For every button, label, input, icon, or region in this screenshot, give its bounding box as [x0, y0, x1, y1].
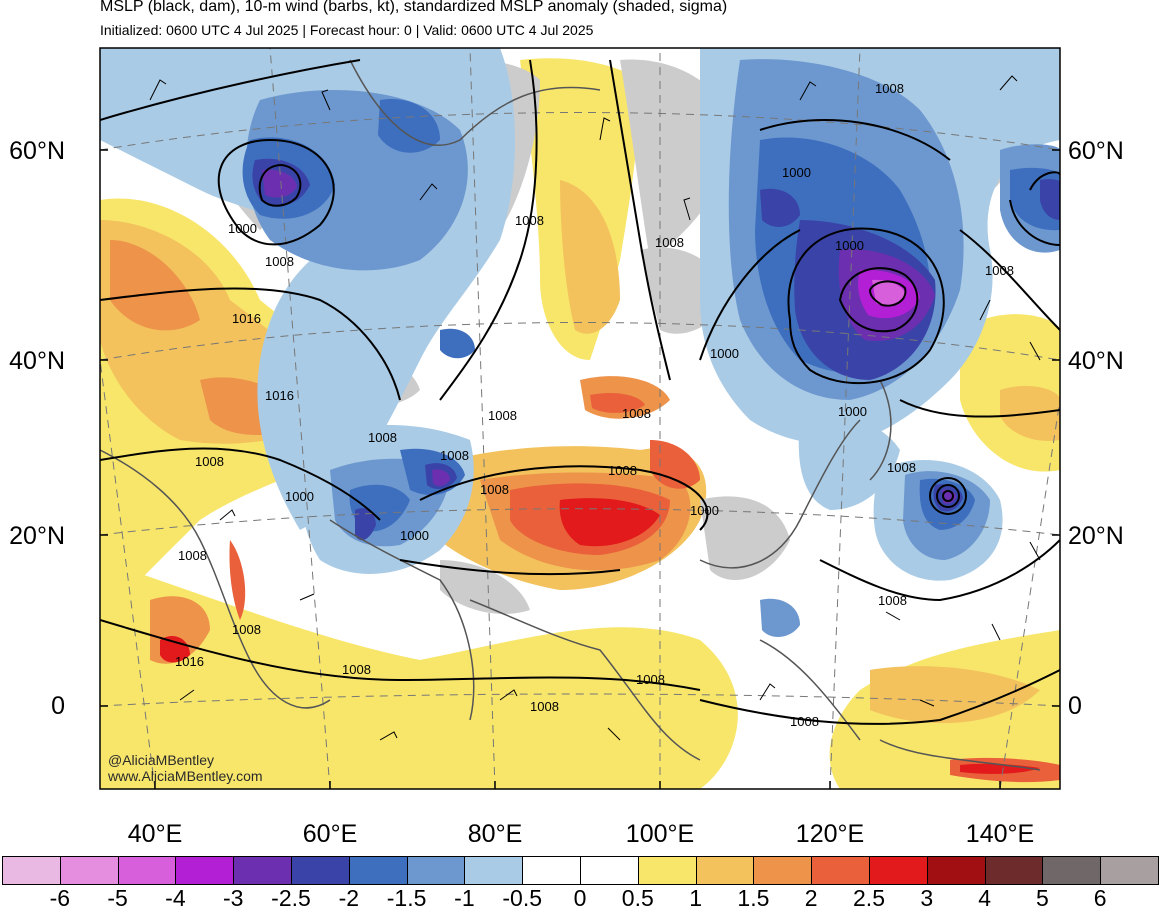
isobar-label: 1008 — [232, 622, 261, 637]
colorbar-label: -4 — [165, 885, 186, 911]
colorbar-swatch — [580, 856, 639, 885]
isobar-label: 1008 — [875, 81, 904, 96]
isobar-label: 1008 — [195, 454, 224, 469]
colorbar-swatch — [695, 856, 755, 885]
isobar-label: 1008 — [878, 593, 907, 608]
isobar-label: 1008 — [608, 463, 637, 478]
tick-marks — [100, 149, 1060, 789]
colorbar-swatch — [926, 856, 986, 885]
isobar-label: 1000 — [838, 404, 867, 419]
colorbar-swatch — [464, 856, 524, 885]
isobar-label: 1016 — [175, 654, 204, 669]
isobar-label: 1008 — [636, 672, 665, 687]
colorbar-label: -0.5 — [502, 885, 543, 911]
graticule — [100, 48, 1060, 789]
lat-label-right: 20°N — [1068, 522, 1124, 550]
colorbar-swatch — [175, 856, 235, 885]
colorbar-swatch — [233, 856, 292, 885]
map-subtitle: Initialized: 0600 UTC 4 Jul 2025 | Forec… — [100, 22, 594, 38]
isobar-labels: 1008 1008 1008 1000 1008 1000 1008 1016 … — [175, 81, 1014, 729]
colorbar-swatch — [869, 856, 928, 885]
lat-label-right: 40°N — [1068, 347, 1124, 375]
lat-label-right: 60°N — [1068, 137, 1124, 165]
isobar-label: 1016 — [232, 311, 261, 326]
wind-barbs — [149, 75, 1041, 741]
colorbar-label: 6 — [1093, 885, 1107, 911]
isobar-label: 1000 — [690, 503, 719, 518]
colorbar-label: -1 — [454, 885, 475, 911]
isobar-label: 1008 — [655, 235, 684, 250]
isobar-label: 1000 — [782, 165, 811, 180]
colorbar-label: 4 — [978, 885, 991, 911]
credit-site: www.AliciaMBentley.com — [108, 768, 263, 784]
isobar-label: 1000 — [835, 238, 864, 253]
lon-label: 120°E — [795, 820, 865, 848]
isobar-label: 1008 — [515, 213, 544, 228]
colorbar-swatch — [291, 856, 350, 885]
colorbar-swatch — [984, 856, 1044, 885]
lon-label: 100°E — [625, 820, 695, 848]
colorbar-label: -6 — [49, 885, 71, 911]
lat-label-left: 20°N — [9, 522, 65, 550]
colorbar-label: 2.5 — [853, 885, 885, 911]
colorbar-swatch — [1042, 856, 1102, 885]
colorbar-label: -1.5 — [386, 885, 427, 911]
colorbar-label: 5 — [1035, 885, 1049, 911]
isobar-label: 1016 — [265, 388, 294, 403]
isobar-label: 1008 — [342, 662, 371, 677]
isobar-label: 1000 — [228, 221, 257, 236]
isobar-label: 1008 — [985, 263, 1014, 278]
lat-label-left: 40°N — [9, 347, 65, 375]
colorbar-label: 1 — [689, 885, 702, 911]
isobar-label: 1000 — [400, 528, 429, 543]
coastlines — [100, 59, 1041, 771]
colorbar-label: 1.5 — [737, 885, 770, 911]
map-field — [100, 48, 1060, 789]
colorbar-label: -2.5 — [271, 885, 311, 911]
colorbar-swatch — [811, 856, 870, 885]
colorbar-swatch — [406, 856, 466, 885]
isobar-label: 1008 — [368, 430, 397, 445]
colorbar-label: 3 — [920, 885, 934, 911]
credit-handle: @AliciaMBentley — [108, 752, 215, 768]
isobar-label: 1008 — [887, 460, 916, 475]
colorbar-swatch — [753, 856, 813, 885]
isobar-label: 1008 — [480, 482, 509, 497]
lat-label-left: 60°N — [9, 137, 65, 165]
colorbar-swatch — [348, 856, 408, 885]
lat-label-right: 0 — [1068, 692, 1082, 720]
colorbar-label: -5 — [107, 885, 128, 911]
colorbar-label: -2 — [338, 885, 360, 911]
map-title: MSLP (black, dam), 10-m wind (barbs, kt)… — [100, 0, 728, 15]
isobars — [100, 59, 1060, 725]
isobar-label: 1000 — [285, 489, 314, 504]
colorbar-label: 2 — [804, 885, 818, 911]
isobar-label: 1008 — [488, 408, 517, 423]
isobar-label: 1008 — [530, 699, 559, 714]
lon-label: 40°E — [127, 820, 183, 848]
isobar-label: 1000 — [710, 346, 739, 361]
colorbar-label: -3 — [222, 885, 244, 911]
lat-label-left: 0 — [51, 692, 65, 720]
colorbar-swatch — [117, 856, 177, 885]
isobar-label: 1008 — [440, 448, 469, 463]
colorbar-label: 0.5 — [621, 885, 654, 911]
lon-label: 60°E — [302, 820, 358, 848]
colorbar-swatch — [59, 856, 119, 885]
credit: @AliciaMBentley www.AliciaMBentley.com — [108, 752, 263, 784]
colorbar-swatch — [637, 856, 697, 885]
isobar-label: 1008 — [790, 714, 819, 729]
lon-label: 140°E — [965, 820, 1035, 848]
isobar-label: 1008 — [622, 406, 651, 421]
colorbar-swatch — [2, 856, 61, 885]
isobar-label: 1008 — [178, 548, 207, 563]
colorbar-swatch — [522, 856, 581, 885]
map-frame — [99, 47, 1061, 790]
isobar-label: 1008 — [265, 254, 294, 269]
colorbar-swatch — [1100, 856, 1159, 885]
colorbar-label: 0 — [573, 885, 587, 911]
lon-label: 80°E — [467, 820, 523, 848]
